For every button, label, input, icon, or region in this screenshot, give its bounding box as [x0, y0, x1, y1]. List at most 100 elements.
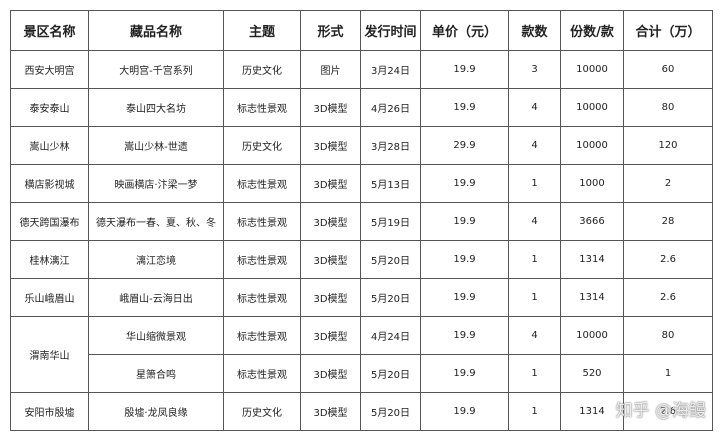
table-row: 桂林漓江 漓江恋境 标志性景观 3D模型 5月20日 19.9 1 1314 2.6: [10, 240, 713, 279]
table-cell: 3D模型: [300, 164, 361, 203]
table-cell: 3月28日: [360, 126, 421, 165]
table-cell: 2.6: [623, 278, 713, 317]
table-cell: 28: [623, 202, 713, 241]
table-cell: 1: [508, 278, 561, 317]
table-cell: 大明宫-千宫系列: [88, 50, 224, 89]
table-cell: 标志性景观: [223, 164, 301, 203]
table-cell: 4月26日: [360, 88, 421, 127]
table-cell: 3666: [560, 202, 624, 241]
table-cell: 4月24日: [360, 316, 421, 355]
table-cell: 3: [508, 50, 561, 89]
header-cell: 形式: [300, 10, 361, 51]
table-cell: 10000: [560, 50, 624, 89]
table-cell: 10000: [560, 316, 624, 355]
table-cell: 120: [623, 126, 713, 165]
table-cell: 80: [623, 316, 713, 355]
table-cell: 19.9: [420, 278, 509, 317]
table-cell: 3D模型: [300, 88, 361, 127]
table-cell: 2.6: [623, 392, 713, 431]
table-cell: 3月24日: [360, 50, 421, 89]
header-cell: 景区名称: [10, 10, 89, 51]
table-cell: 5月20日: [360, 278, 421, 317]
table-cell: 5月19日: [360, 202, 421, 241]
scenic-cell: 嵩山少林: [10, 126, 89, 165]
table-cell: 星箫合鸣: [88, 354, 224, 393]
table-row: 德天跨国瀑布 德天瀑布一春、夏、秋、冬 标志性景观 3D模型 5月19日 19.9 4 366…: [10, 202, 713, 241]
table-cell: 5月20日: [360, 240, 421, 279]
table-cell: 10000: [560, 126, 624, 165]
scenic-cell: 乐山峨眉山: [10, 278, 89, 317]
table-row: 泰安泰山 泰山四大名坊 标志性景观 3D模型 4月26日 19.9 4 10000 80: [10, 88, 713, 127]
table-cell: 1: [508, 164, 561, 203]
table-cell: 5月20日: [360, 354, 421, 393]
table-cell: 19.9: [420, 392, 509, 431]
header-cell: 份数/款: [560, 10, 624, 51]
table-cell: 历史文化: [223, 50, 301, 89]
table-cell: 1: [508, 392, 561, 431]
table-row: 横店影视城 映画横店·汴梁一梦 标志性景观 3D模型 5月13日 19.9 1 1000 2: [10, 164, 713, 203]
table-cell: 映画横店·汴梁一梦: [88, 164, 224, 203]
table-cell: 4: [508, 202, 561, 241]
table-cell: 1: [623, 354, 713, 393]
table-cell: 漓江恋境: [88, 240, 224, 279]
table-cell: 嵩山少林-世遗: [88, 126, 224, 165]
table-cell: 标志性景观: [223, 202, 301, 241]
table-body: 西安大明宫 大明宫-千宫系列 历史文化 图片 3月24日 19.9 3 10000 60 泰安泰山…: [10, 50, 713, 431]
table-cell: 3D模型: [300, 126, 361, 165]
table-cell: 19.9: [420, 316, 509, 355]
table-row: 渭南华山 华山缩微景观 标志性景观 3D模型 4月24日 19.9 4 10000 80: [10, 316, 713, 393]
table-row: 星箫合鸣 标志性景观 3D模型 5月20日 19.9 1 520 1: [11, 354, 713, 393]
table-cell: 3D模型: [300, 240, 361, 279]
table-cell: 4: [508, 126, 561, 165]
table-cell: 标志性景观: [223, 316, 301, 355]
table-cell: 19.9: [420, 50, 509, 89]
scenic-cell: 桂林漓江: [10, 240, 89, 279]
header-cell: 藏品名称: [88, 10, 224, 51]
header-cell: 合计（万）: [623, 10, 713, 51]
table-cell: 5月13日: [360, 164, 421, 203]
scenic-cell: 泰安泰山: [10, 88, 89, 127]
table-cell: 1314: [560, 278, 624, 317]
table-cell: 10000: [560, 88, 624, 127]
header-row: 景区名称 藏品名称 主题 形式 发行时间 单价（元） 款数 份数/款 合计（万）: [10, 10, 713, 51]
table-cell: 19.9: [420, 202, 509, 241]
table-cell: 标志性景观: [223, 88, 301, 127]
table-cell: 19.9: [420, 164, 509, 203]
table-cell: 1: [508, 240, 561, 279]
table-cell: 520: [560, 354, 624, 393]
table-row: 西安大明宫 大明宫-千宫系列 历史文化 图片 3月24日 19.9 3 10000 60: [10, 50, 713, 89]
table-cell: 19.9: [420, 240, 509, 279]
table-row: 安阳市殷墟 殷墟·龙凤良缘 历史文化 3D模型 5月20日 19.9 1 1314 2.6: [10, 392, 713, 431]
table-cell: 4: [508, 316, 561, 355]
header-cell: 发行时间: [360, 10, 421, 51]
scenic-cell: 安阳市殷墟: [10, 392, 89, 431]
scenic-cell: 横店影视城: [10, 164, 89, 203]
table-cell: 3D模型: [300, 316, 361, 355]
table-cell: 标志性景观: [223, 278, 301, 317]
table-cell: 1000: [560, 164, 624, 203]
table-cell: 历史文化: [223, 126, 301, 165]
table-cell: 殷墟·龙凤良缘: [88, 392, 224, 431]
table-cell: 60: [623, 50, 713, 89]
table-cell: 泰山四大名坊: [88, 88, 224, 127]
table-cell: 1314: [560, 240, 624, 279]
table-cell: 80: [623, 88, 713, 127]
table-cell: 4: [508, 88, 561, 127]
table-row: 嵩山少林 嵩山少林-世遗 历史文化 3D模型 3月28日 29.9 4 10000 120: [10, 126, 713, 165]
table-cell: 德天瀑布一春、夏、秋、冬: [88, 202, 224, 241]
table-cell: 2.6: [623, 240, 713, 279]
table-row: 乐山峨眉山 峨眉山-云海日出 标志性景观 3D模型 5月20日 19.9 1 1314 2.6: [10, 278, 713, 317]
header-cell: 单价（元）: [420, 10, 509, 51]
table-cell: 2: [623, 164, 713, 203]
table-cell: 1: [508, 354, 561, 393]
table-cell: 3D模型: [300, 392, 361, 431]
scenic-cell: 德天跨国瀑布: [10, 202, 89, 241]
scenic-cell: 渭南华山: [10, 316, 89, 393]
table-cell: 3D模型: [300, 202, 361, 241]
table-cell: 图片: [300, 50, 361, 89]
table-cell: 3D模型: [300, 278, 361, 317]
table-cell: 5月20日: [360, 392, 421, 431]
data-table: 景区名称 藏品名称 主题 形式 发行时间 单价（元） 款数 份数/款 合计（万） 西安大明宫 大明…: [10, 10, 713, 431]
scenic-cell: 西安大明宫: [10, 50, 89, 89]
